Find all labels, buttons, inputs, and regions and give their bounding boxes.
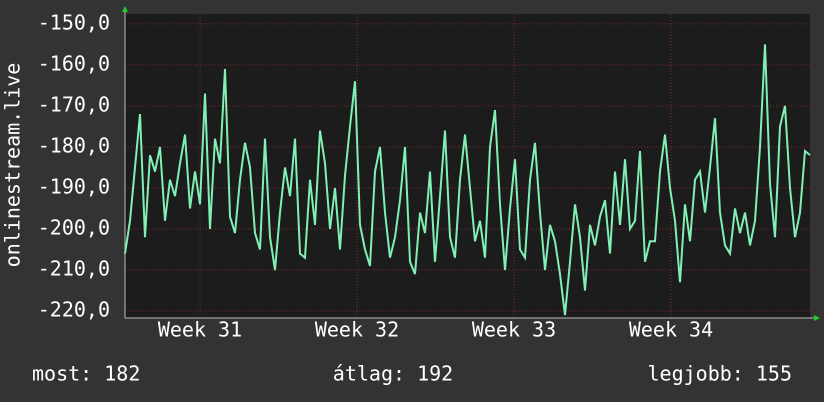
- y-axis-label: onlinestream.live: [1, 63, 25, 268]
- y-tick-label: -210,0: [38, 257, 110, 281]
- x-tick-label: Week 31: [158, 318, 242, 342]
- x-tick-label: Week 33: [472, 318, 556, 342]
- y-tick-label: -170,0: [38, 92, 110, 116]
- y-tick-label: -160,0: [38, 51, 110, 75]
- data-line: [124, 44, 811, 316]
- grid: [125, 14, 810, 318]
- y-tick-label: -190,0: [38, 174, 110, 198]
- stat-best: legjobb: 155: [648, 362, 793, 386]
- y-tick-label: -220,0: [38, 298, 110, 322]
- y-tick-label: -180,0: [38, 133, 110, 157]
- y-arrow: [122, 6, 128, 12]
- stat-current: most: 182: [32, 362, 140, 386]
- x-arrow: [814, 315, 820, 321]
- y-tick-label: -200,0: [38, 215, 110, 239]
- x-tick-label: Week 34: [629, 318, 713, 342]
- stat-average: átlag: 192: [333, 362, 453, 386]
- x-tick-label: Week 32: [315, 318, 399, 342]
- y-tick-label: -150,0: [38, 10, 110, 34]
